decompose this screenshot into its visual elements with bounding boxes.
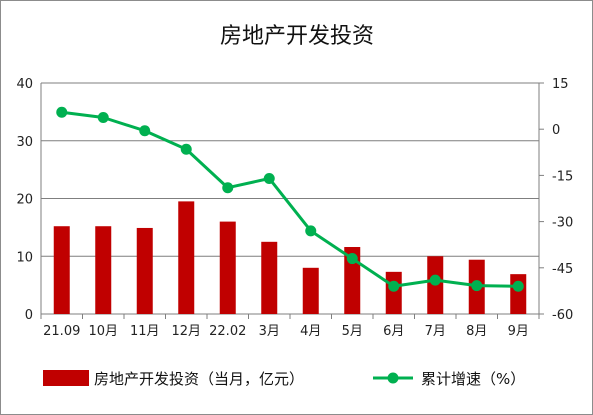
x-tick-label: 8月 (466, 324, 487, 339)
y-left-tick-label: 20 (16, 193, 33, 208)
line-point (471, 280, 483, 292)
y-right-tick-label: 15 (552, 77, 569, 92)
bar (344, 247, 361, 314)
y-right-tick-label: -15 (552, 169, 573, 184)
x-tick-label: 12月 (171, 324, 201, 339)
gridlines (41, 82, 539, 315)
line-point (56, 106, 68, 118)
bar (136, 227, 153, 314)
axes (40, 82, 544, 319)
legend: 房地产开发投资（当月，亿元） 累计增速（%） (43, 370, 525, 388)
x-tick-label: 11月 (130, 324, 160, 339)
line-point (97, 111, 109, 123)
x-tick-label: 5月 (342, 324, 363, 339)
legend-bar-swatch (43, 370, 89, 386)
x-tick-label: 22.02 (209, 324, 246, 339)
line-point (346, 253, 358, 265)
line-point (263, 172, 275, 184)
y-left-tick-label: 40 (16, 77, 33, 92)
chart-title: 房地产开发投资 (220, 24, 374, 49)
y-right-tick-label: -60 (552, 308, 573, 323)
bar (385, 271, 402, 314)
y-right-tick-label: -30 (552, 216, 573, 231)
line-series (56, 106, 524, 292)
line-point (512, 280, 524, 292)
x-tick-label: 4月 (300, 324, 321, 339)
x-tick-label: 21.09 (43, 324, 80, 339)
legend-line-marker (387, 372, 399, 384)
line-series-path (61, 110, 519, 288)
legend-line-label: 累计增速（%） (421, 370, 525, 388)
bar (178, 201, 195, 314)
x-tick-label: 7月 (425, 324, 446, 339)
x-tick-label: 6月 (383, 324, 404, 339)
y-left-tick-label: 10 (16, 250, 33, 265)
y-left-tick-label: 30 (16, 135, 33, 150)
x-tick-label: 3月 (259, 324, 280, 339)
line-point (305, 225, 317, 237)
bar (219, 221, 236, 314)
bar (95, 226, 112, 314)
bar (53, 226, 70, 314)
line-point (180, 143, 192, 155)
x-tick-label: 10月 (88, 324, 118, 339)
y-left-tick-label: 0 (25, 308, 33, 323)
y-right-tick-label: -45 (552, 262, 573, 277)
y-right-tick-label: 0 (552, 123, 560, 138)
bar (302, 267, 319, 314)
bar (261, 241, 278, 314)
legend-bar-label: 房地产开发投资（当月，亿元） (94, 370, 304, 388)
bar-series (53, 201, 527, 314)
tick-labels: 0 10 20 30 40 15 0 -15 -30 -45 -60 21.09 10月 11月 12月 22… (16, 77, 573, 339)
line-point (139, 125, 151, 137)
x-tick-label: 9月 (508, 324, 529, 339)
bar (510, 274, 527, 314)
line-point (388, 280, 400, 292)
line-point (222, 182, 234, 194)
line-point (429, 274, 441, 286)
